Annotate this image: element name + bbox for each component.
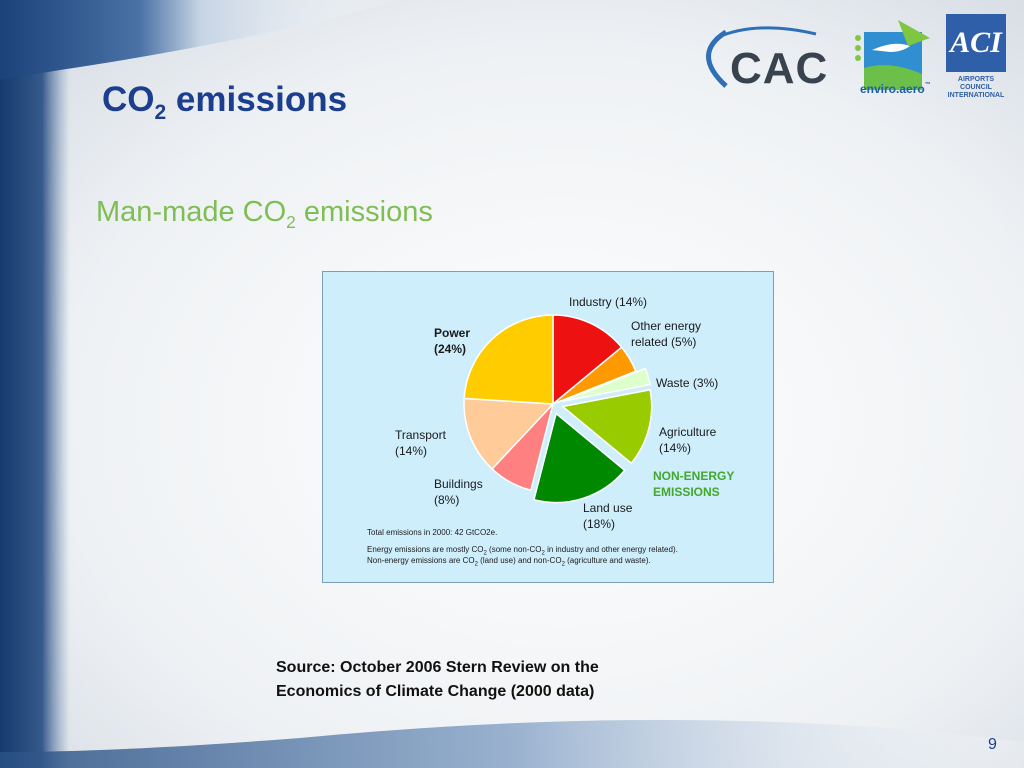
slide-title-text: CO — [102, 80, 155, 119]
pie-chart — [463, 314, 653, 504]
pie-chart-panel: Industry (14%) Other energy related (5%) … — [322, 271, 774, 583]
subtitle-rest: emissions — [295, 196, 433, 228]
cac-logo-text: CAC — [730, 44, 829, 93]
label-transport: Transport (14%) — [395, 428, 446, 458]
cac-logo-swoosh-icon — [706, 26, 817, 88]
slide-subtitle: Man-made CO2 emissions — [96, 196, 433, 232]
subtitle-subscript: 2 — [286, 211, 296, 232]
pie-slice-land-use — [533, 412, 626, 504]
pie-slice-power — [463, 314, 554, 405]
non-energy-annotation: NON-ENERGY EMISSIONS — [653, 469, 735, 499]
enviro-aero-text: enviro.aero™ — [860, 82, 931, 96]
label-land-use: Land use (18%) — [583, 501, 633, 531]
enviro-aero-logo-icon — [855, 20, 930, 90]
pie-slice-waste — [562, 367, 651, 402]
slide-title: CO2 emissions — [102, 80, 348, 123]
label-power: Power (24%) — [434, 326, 471, 356]
pie-slice-transport — [463, 397, 555, 470]
subtitle-text: Man-made CO — [96, 196, 287, 228]
label-waste: Waste (3%) — [656, 376, 719, 390]
label-buildings: Buildings (8%) — [434, 477, 483, 507]
aci-logo-caption: AIRPORTS COUNCIL INTERNATIONAL — [947, 76, 1005, 99]
label-other-energy: Other energy related (5%) — [631, 319, 702, 349]
footnote-total: Total emissions in 2000: 42 GtCO2e. — [367, 528, 498, 537]
source-citation: Source: October 2006 Stern Review on the… — [276, 659, 599, 700]
label-agriculture: Agriculture (14%) — [659, 425, 717, 455]
slide-title-rest: emissions — [166, 80, 348, 119]
pie-slice-agriculture — [560, 388, 653, 465]
label-industry: Industry (14%) — [569, 295, 648, 309]
slide-title-subscript: 2 — [154, 101, 167, 124]
pie-slice-other-energy — [552, 346, 637, 405]
aci-logo: ACI — [946, 14, 1006, 72]
logo-strip: CAC enviro.aero™ ACI AIRPORTS COUNCIL INT… — [690, 6, 1010, 106]
footnote-non-energy: Non-energy emissions are CO2 (land use) … — [367, 556, 651, 568]
footnote-energy: Energy emissions are mostly CO2 (some no… — [367, 545, 678, 557]
page-number: 9 — [988, 736, 997, 753]
pie-slice-industry — [552, 314, 623, 406]
